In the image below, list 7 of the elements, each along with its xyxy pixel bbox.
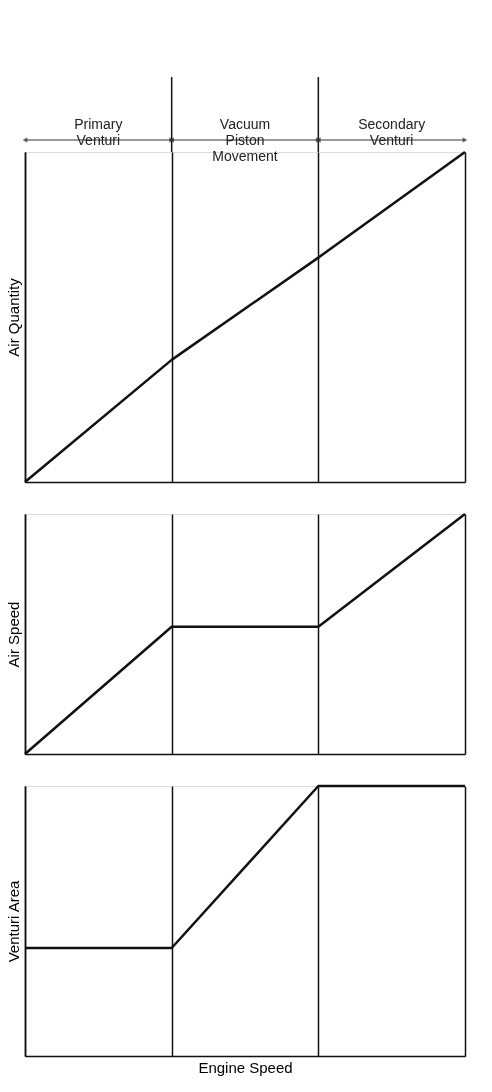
- y-axis-title: Venturi Area: [4, 879, 22, 963]
- text: Primary Venturi: [74, 116, 123, 148]
- annotation: Vacuum Piston Movement: [212, 116, 278, 164]
- x-axis-title: Engine Speed: [198, 1058, 293, 1076]
- y-axis-title: Air Speed: [4, 601, 22, 668]
- text: Secondary Venturi: [358, 116, 426, 148]
- y-axis-title: Air Quantity: [4, 277, 22, 357]
